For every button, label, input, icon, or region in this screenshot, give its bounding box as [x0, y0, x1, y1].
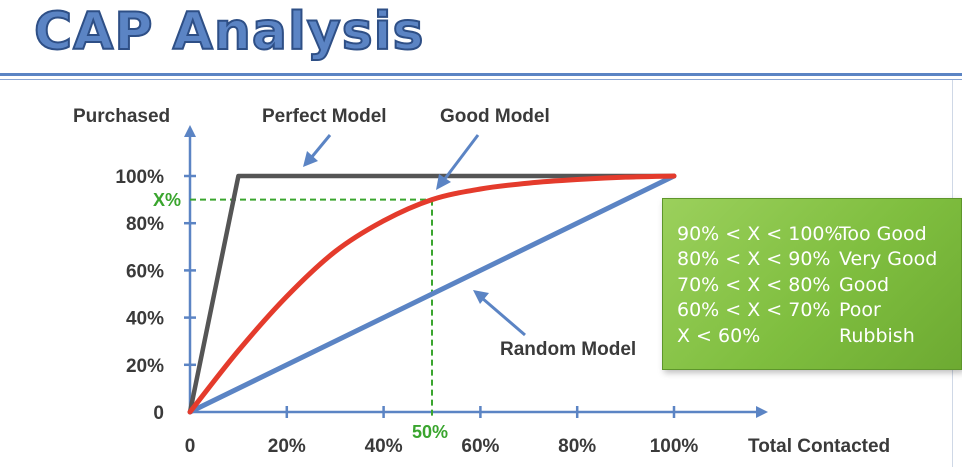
- y-tick-label: 100%: [115, 167, 164, 188]
- y-tick-label: 20%: [126, 356, 164, 377]
- y-tick-label: 40%: [126, 309, 164, 330]
- guide-row: 60% < X < 70% Poor: [677, 298, 961, 324]
- guide-row: 80% < X < 90% Very Good: [677, 247, 961, 273]
- guide-range: 60% < X < 70%: [677, 299, 831, 322]
- guide-row: X < 60% Rubbish: [677, 323, 961, 349]
- random-pointer-head: [473, 290, 489, 304]
- guide-label: Very Good: [839, 248, 938, 271]
- guide-range: 80% < X < 90%: [677, 248, 831, 271]
- x-axis-label: Total Contacted: [748, 436, 890, 457]
- good-pointer-head: [436, 174, 451, 190]
- x-tick-label: 20%: [268, 436, 306, 457]
- x-tick-label: 40%: [365, 436, 403, 457]
- title-underline: [0, 73, 962, 76]
- x-tick-label: 0: [185, 436, 196, 457]
- guide-label: Poor: [839, 299, 881, 322]
- marker-guides: [190, 198, 433, 418]
- y-tick-label: 0: [153, 403, 164, 424]
- random-pointer-line: [481, 296, 526, 337]
- perfect-pointer-line: [309, 134, 332, 159]
- guide-row: 90% < X < 100% Too Good: [677, 221, 961, 247]
- y-axis-label: Purchased: [73, 106, 170, 127]
- guide-label: Too Good: [839, 222, 927, 245]
- perfect-model-label: Perfect Model: [262, 106, 387, 127]
- perfect-pointer-head: [303, 151, 318, 167]
- x-marker-label: 50%: [412, 422, 448, 442]
- x-tick-label: 60%: [461, 436, 499, 457]
- ticks: 0 20% 40% 60% 80% 100% 0 20% 40% 60% 80% 100%: [115, 167, 698, 457]
- page-title: CAP Analysis: [33, 2, 425, 62]
- guide-label: Rubbish: [839, 324, 915, 347]
- guide-range: X < 60%: [677, 324, 761, 347]
- y-tick-label: 80%: [126, 214, 164, 235]
- x-axis-arrow: [756, 406, 768, 418]
- guide-row: 70% < X < 80% Good: [677, 272, 961, 298]
- good-model-label: Good Model: [440, 106, 550, 127]
- accuracy-guide-box: 90% < X < 100% Too Good 80% < X < 90% Ve…: [662, 198, 962, 370]
- guide-range: 90% < X < 100%: [677, 222, 843, 245]
- pointer-arrows: [303, 134, 526, 337]
- labels: Purchased Total Contacted Perfect Model …: [73, 106, 890, 457]
- title-underline-thin: [0, 79, 962, 80]
- y-marker-label: X%: [153, 190, 181, 210]
- random-model-line: [187, 173, 677, 415]
- guide-range: 70% < X < 80%: [677, 273, 831, 296]
- good-model-line: [187, 173, 677, 415]
- guide-label: Good: [839, 273, 890, 296]
- random-model-label: Random Model: [500, 339, 636, 360]
- x-tick-label: 100%: [650, 436, 699, 457]
- y-axis-arrow: [184, 125, 196, 137]
- y-tick-label: 60%: [126, 261, 164, 282]
- perfect-model-line: [187, 173, 677, 415]
- good-pointer-line: [442, 134, 480, 181]
- x-tick-label: 80%: [558, 436, 596, 457]
- series: [187, 173, 677, 415]
